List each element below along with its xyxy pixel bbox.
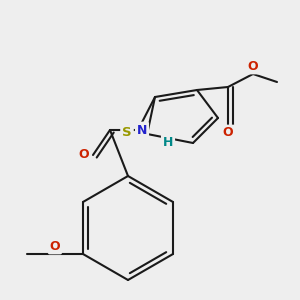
Text: O: O bbox=[248, 59, 258, 73]
Text: O: O bbox=[79, 148, 89, 161]
Text: O: O bbox=[223, 127, 233, 140]
Text: O: O bbox=[50, 239, 60, 253]
Text: S: S bbox=[122, 125, 132, 139]
Text: N: N bbox=[137, 124, 147, 136]
Text: H: H bbox=[163, 136, 173, 148]
